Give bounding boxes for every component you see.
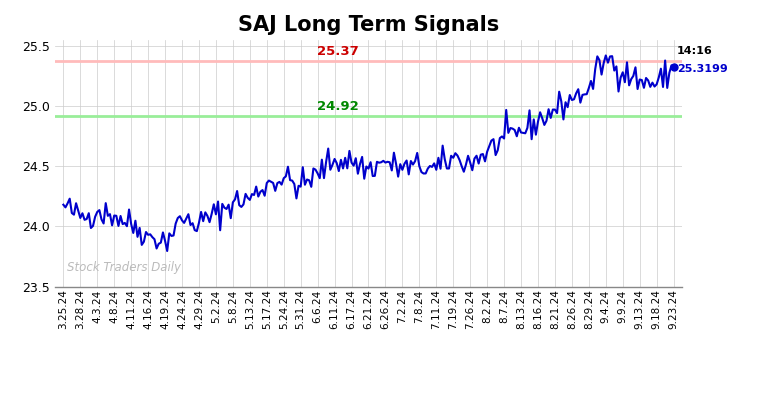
Title: SAJ Long Term Signals: SAJ Long Term Signals (238, 16, 499, 35)
Text: 14:16: 14:16 (677, 46, 713, 56)
Text: Stock Traders Daily: Stock Traders Daily (67, 261, 181, 274)
Text: 24.92: 24.92 (317, 100, 359, 113)
Text: 25.37: 25.37 (317, 45, 359, 59)
Text: 25.3199: 25.3199 (677, 64, 728, 74)
